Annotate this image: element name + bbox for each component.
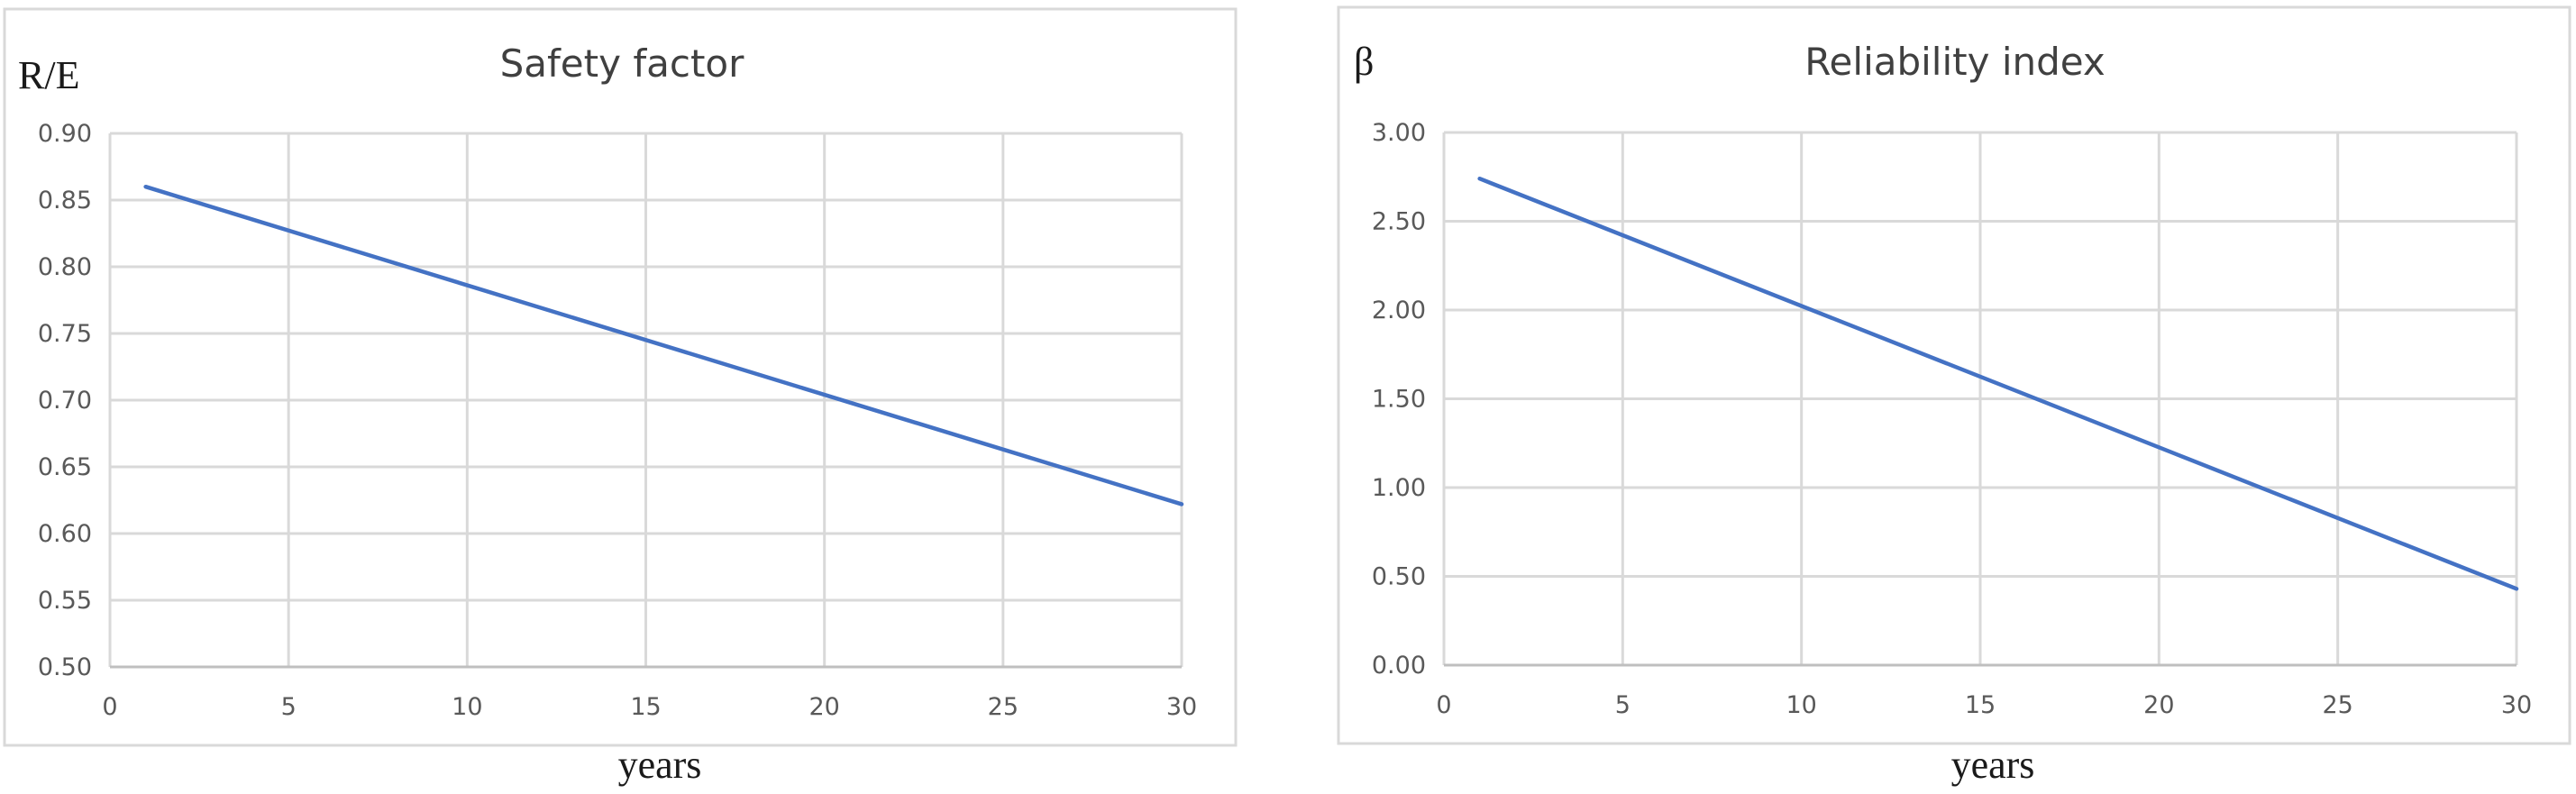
chart-1-ytick-2: 0.60	[38, 520, 92, 548]
chart-1-ylabel: R/E	[18, 53, 79, 97]
chart-2-title: Reliability index	[1804, 40, 2105, 84]
chart-1-ytick-0: 0.50	[38, 653, 92, 681]
chart-1-ytick-8: 0.90	[38, 120, 92, 148]
chart-2-ytick-5: 2.50	[1372, 208, 1426, 236]
chart-2-xtick-0: 0	[1436, 691, 1451, 719]
chart-1-ytick-4: 0.70	[38, 387, 92, 415]
chart-1-ytick-3: 0.65	[38, 453, 92, 481]
chart-1-xlabel: years	[618, 743, 702, 787]
chart-1-ytick-5: 0.75	[38, 320, 92, 348]
chart-1-title: Safety factor	[500, 41, 744, 86]
chart-2-ylabel: β	[1354, 40, 1374, 84]
chart-1-xtick-6: 30	[1166, 693, 1197, 721]
chart-2-ytick-6: 3.00	[1372, 119, 1426, 147]
chart-2-frame	[1337, 5, 2571, 745]
chart-2-xtick-4: 20	[2143, 691, 2174, 719]
chart-2-ytick-0: 0.00	[1372, 652, 1426, 680]
chart-1-ytick-6: 0.80	[38, 253, 92, 281]
chart-2-xtick-1: 5	[1615, 691, 1631, 719]
chart-2-ytick-1: 0.50	[1372, 563, 1426, 591]
chart-2-xtick-6: 30	[2501, 691, 2532, 719]
chart-2-ytick-2: 1.00	[1372, 474, 1426, 502]
chart-1-series-line-0	[143, 184, 1184, 507]
chart-1-xtick-2: 10	[452, 693, 482, 721]
chart-1-xtick-1: 5	[281, 693, 297, 721]
chart-1-xtick-5: 25	[988, 693, 1019, 721]
chart-2-xlabel: years	[1951, 743, 2035, 787]
chart-2-ytick-3: 1.50	[1372, 386, 1426, 414]
chart-2-plot-area: 0.00 0.50 1.00 1.50 2.00 2.50 3.00 0 5 10 15 20 25 30	[1372, 119, 2532, 719]
chart-1-ytick-1: 0.55	[38, 587, 92, 615]
chart-1-plot-area: 0.50 0.55 0.60 0.65 0.70 0.75 0.80 0.85 0.90 0 5 10…	[38, 120, 1197, 721]
chart-2-xtick-3: 15	[1965, 691, 1996, 719]
chart-1-xtick-0: 0	[102, 693, 117, 721]
chart-1-xtick-3: 15	[630, 693, 661, 721]
chart-2-xtick-5: 25	[2322, 691, 2352, 719]
chart-2-ytick-4: 2.00	[1372, 297, 1426, 324]
chart-1-frame	[3, 7, 1238, 747]
chart-2-series-line-0	[1477, 176, 2519, 591]
chart-1-xtick-4: 20	[808, 693, 839, 721]
chart-2-xtick-2: 10	[1786, 691, 1816, 719]
chart-1-ytick-7: 0.85	[38, 187, 92, 214]
